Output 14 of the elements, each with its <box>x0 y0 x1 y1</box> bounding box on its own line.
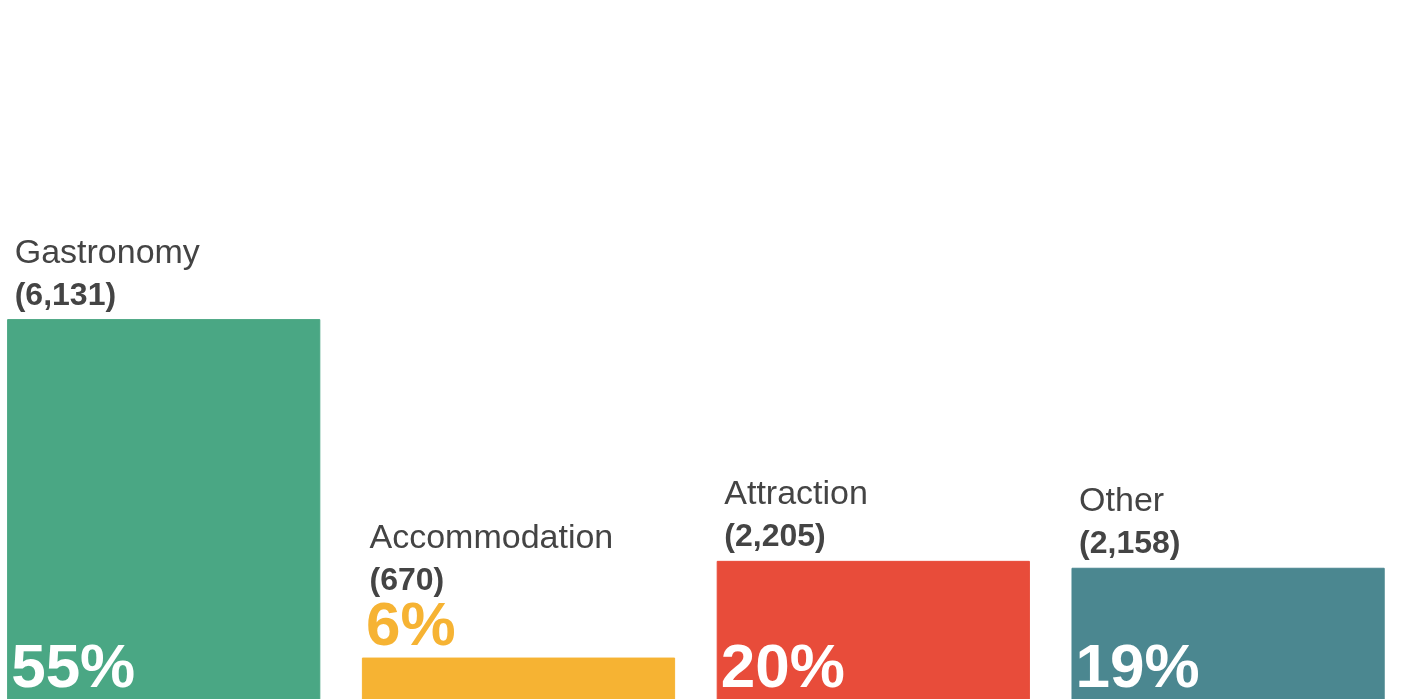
bar <box>7 319 321 699</box>
bar <box>361 657 676 699</box>
data-label: 19% <box>1075 630 1200 699</box>
data-label: 55% <box>11 630 136 699</box>
x-tick-label: Attraction <box>724 473 868 512</box>
annotation: (6,131) <box>14 275 117 312</box>
x-tick-label: Accommodation <box>369 517 614 556</box>
bar <box>1071 567 1385 699</box>
data-label: 20% <box>720 630 845 699</box>
annotation: (2,205) <box>724 517 826 554</box>
annotation: (2,158) <box>1079 524 1181 561</box>
x-tick-label: Other <box>1079 480 1165 519</box>
bar <box>716 560 1030 699</box>
x-tick-label: Gastronomy <box>14 231 200 270</box>
